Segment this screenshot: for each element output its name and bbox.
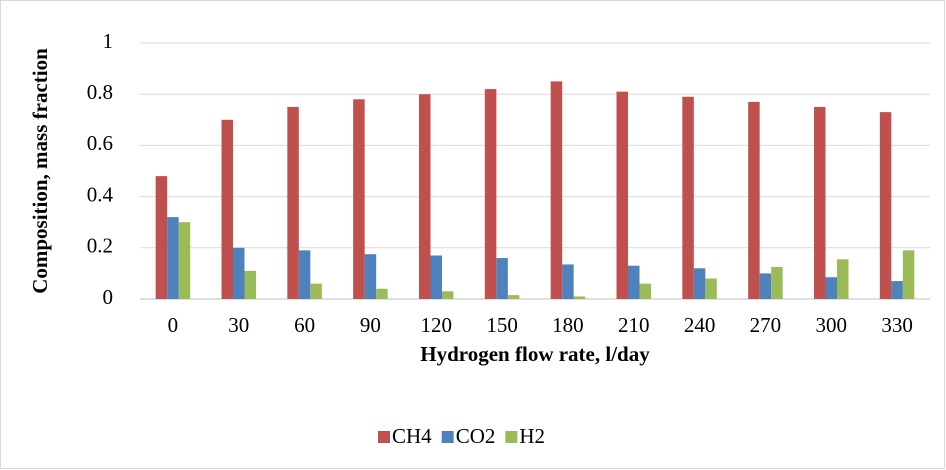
x-tick-label: 180: [552, 313, 584, 337]
legend-label: CH4: [392, 424, 432, 448]
legend-label: H2: [519, 424, 545, 448]
x-tick-label: 0: [168, 313, 179, 337]
bar: [891, 281, 903, 299]
bar: [244, 270, 256, 299]
bar: [376, 288, 388, 299]
y-tick-label: 0.6: [87, 131, 113, 155]
x-tick-label: 120: [421, 313, 453, 337]
y-tick-label: 1: [103, 29, 114, 53]
x-tick-label: 90: [360, 313, 381, 337]
legend-label: CO2: [456, 424, 496, 448]
bar: [573, 296, 586, 299]
bar: [496, 258, 508, 299]
bar: [155, 176, 168, 299]
bar: [287, 107, 299, 299]
bar: [705, 278, 717, 299]
bar: [814, 107, 826, 299]
bar: [682, 96, 694, 299]
x-tick-label: 60: [294, 313, 315, 337]
bar: [759, 273, 772, 299]
legend-swatch: [505, 431, 518, 443]
bar: [837, 259, 849, 299]
bar: [178, 222, 191, 299]
bar: [507, 295, 520, 299]
bar: [484, 89, 497, 299]
bar: [902, 250, 915, 299]
bar: [167, 217, 179, 299]
bar: [879, 112, 892, 300]
y-tick-label: 0: [103, 285, 114, 309]
legend-swatch: [441, 431, 454, 443]
bar: [353, 99, 365, 299]
bar: [233, 247, 245, 299]
x-tick-label: 270: [750, 313, 782, 337]
bar: [628, 265, 640, 299]
bar: [748, 101, 760, 299]
bar: [442, 291, 454, 299]
legend-swatch: [378, 431, 390, 443]
bar: [825, 277, 837, 299]
bar: [562, 264, 574, 299]
x-tick-label: 150: [486, 313, 518, 337]
bar: [310, 283, 322, 299]
bar: [419, 94, 431, 299]
x-tick-label: 330: [881, 313, 913, 337]
y-axis-title: Composition, mass fraction: [28, 48, 52, 294]
x-axis-title: Hydrogen flow rate, l/day: [420, 342, 650, 366]
bar: [430, 255, 442, 299]
x-tick-label: 30: [228, 313, 249, 337]
x-tick-label: 210: [618, 313, 650, 337]
bar: [221, 119, 233, 299]
y-tick-label: 0.8: [87, 80, 113, 104]
bar: [298, 250, 311, 299]
bar: [616, 91, 628, 299]
y-tick-label: 0.4: [87, 182, 114, 206]
x-tick-label: 300: [816, 313, 848, 337]
bar: [550, 81, 563, 300]
bar: [771, 267, 783, 299]
bar: [693, 268, 706, 299]
x-tick-label: 240: [684, 313, 716, 337]
bar: [364, 254, 377, 299]
y-tick-label: 0.2: [87, 234, 113, 258]
bar: [639, 283, 651, 299]
